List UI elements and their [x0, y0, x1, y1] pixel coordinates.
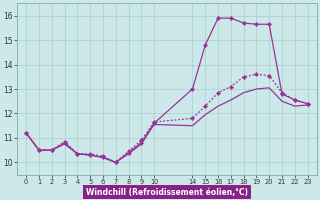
X-axis label: Windchill (Refroidissement éolien,°C): Windchill (Refroidissement éolien,°C)	[86, 188, 248, 197]
